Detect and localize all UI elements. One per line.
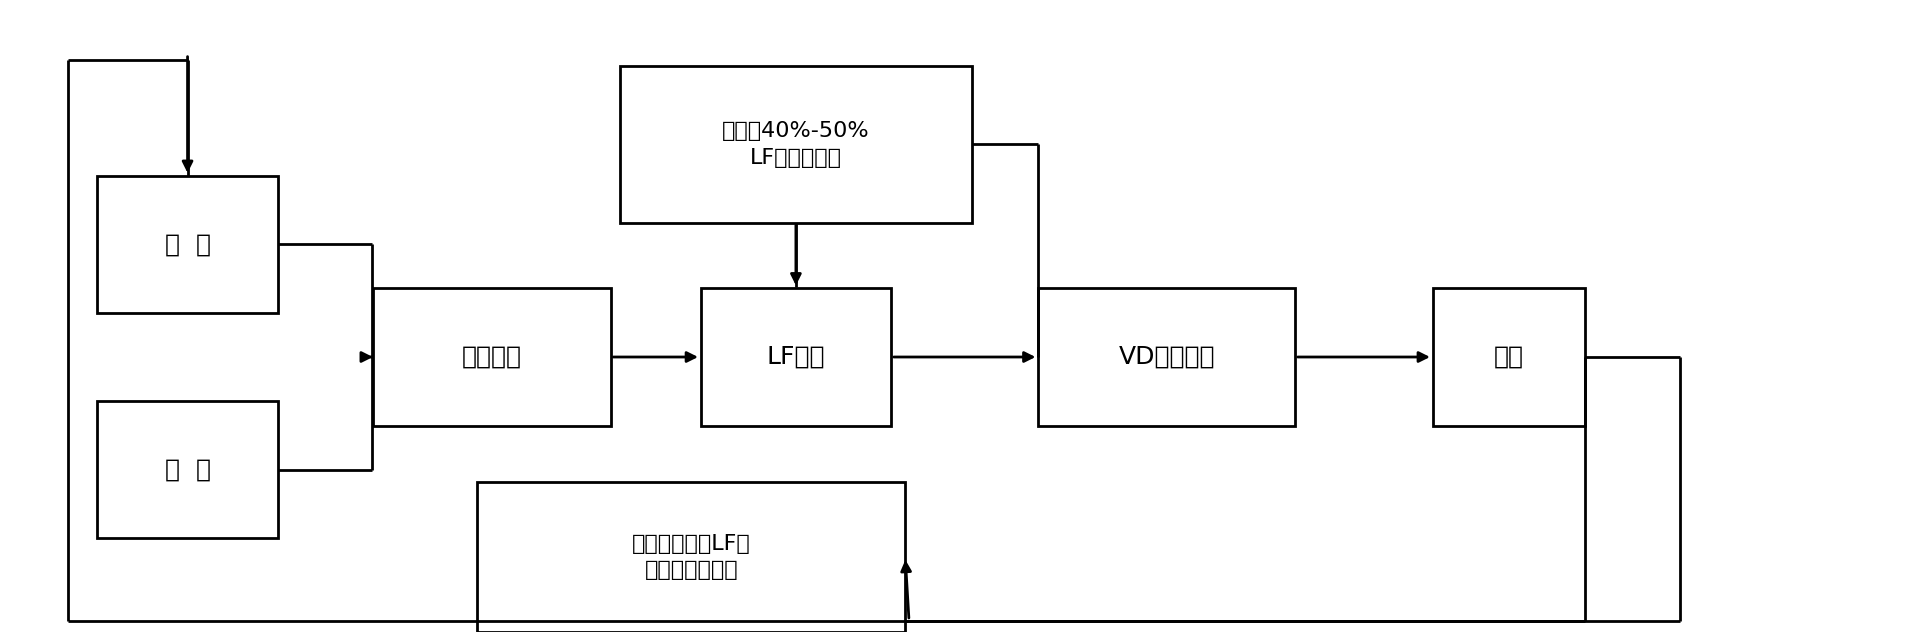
- Bar: [477, 482, 905, 632]
- Bar: [620, 66, 970, 222]
- Bar: [98, 176, 278, 313]
- Text: VD真空脱气: VD真空脱气: [1118, 345, 1213, 369]
- Text: 扚除的40%-50%
LF热态精炼渣: 扚除的40%-50% LF热态精炼渣: [722, 121, 869, 167]
- Bar: [701, 288, 890, 426]
- Bar: [1037, 288, 1294, 426]
- Text: LF精炼: LF精炼: [766, 345, 825, 369]
- Text: 电炉初炼: 电炉初炼: [461, 345, 521, 369]
- Text: 连铸: 连铸: [1493, 345, 1524, 369]
- Bar: [98, 401, 278, 538]
- Bar: [1432, 288, 1585, 426]
- Text: 连铸钔包注余LF热
态精炼渣及残钔: 连铸钔包注余LF热 态精炼渣及残钔: [632, 534, 750, 580]
- Bar: [373, 288, 611, 426]
- Text: 铁  水: 铁 水: [165, 233, 211, 256]
- Text: 废  钔: 废 钔: [165, 458, 211, 482]
